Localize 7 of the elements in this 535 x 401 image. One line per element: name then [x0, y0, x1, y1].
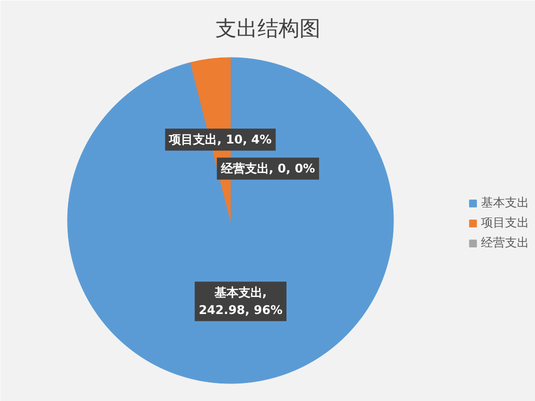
legend-label: 项目支出 — [481, 214, 529, 232]
legend-label: 经营支出 — [481, 234, 529, 252]
legend-label: 基本支出 — [481, 194, 529, 212]
data-label: 基本支出, 242.98, 96% — [198, 286, 282, 318]
data-label: 项目支出, 10, 4% — [168, 132, 272, 147]
chart-title: 支出结构图 — [216, 16, 320, 40]
text: 经营支出, 0, 0% — [220, 162, 316, 176]
